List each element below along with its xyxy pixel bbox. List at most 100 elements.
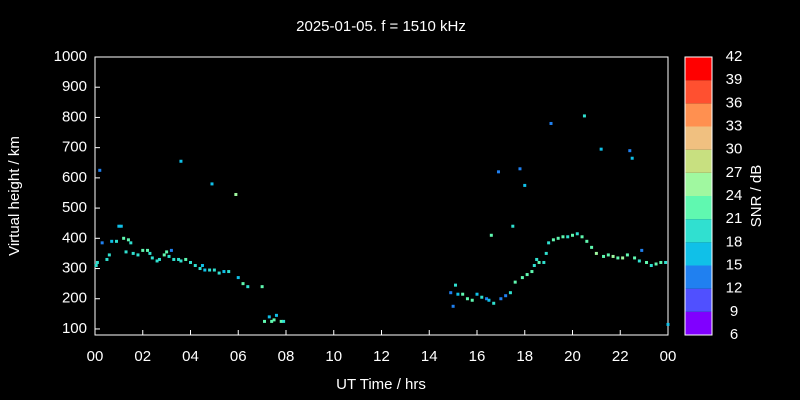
- data-point: [561, 235, 565, 239]
- data-point: [616, 256, 620, 260]
- y-tick-label: 300: [62, 259, 87, 276]
- data-point: [131, 251, 135, 255]
- colorbar-tick-label: 27: [726, 164, 743, 181]
- colorbar-cell: [685, 265, 712, 289]
- colorbar-tick-label: 39: [726, 71, 743, 88]
- data-point: [222, 270, 226, 274]
- data-point: [210, 182, 214, 186]
- data-point: [487, 298, 491, 302]
- data-point: [530, 270, 534, 274]
- data-point: [594, 251, 598, 255]
- y-axis-label: Virtual height / km: [6, 136, 23, 256]
- x-tick-label: 12: [373, 348, 390, 365]
- data-point: [157, 257, 161, 261]
- colorbar-tick-label: 15: [726, 256, 743, 273]
- data-point: [535, 257, 539, 261]
- data-point: [475, 292, 479, 296]
- data-point: [95, 260, 99, 264]
- data-point: [542, 260, 546, 264]
- x-tick-label: 10: [325, 348, 342, 365]
- data-point: [198, 267, 202, 271]
- data-point: [105, 257, 109, 261]
- y-tick-label: 400: [62, 229, 87, 246]
- x-axis-label: UT Time / hrs: [336, 376, 426, 393]
- data-point: [456, 292, 460, 296]
- data-point: [465, 297, 469, 301]
- data-point: [200, 264, 204, 267]
- data-point: [649, 264, 653, 267]
- colorbar-label: SNR / dB: [748, 165, 765, 228]
- data-point: [274, 313, 278, 317]
- data-point: [124, 250, 128, 254]
- data-point: [98, 168, 102, 172]
- data-point: [556, 236, 560, 240]
- data-point: [141, 248, 145, 252]
- data-point: [575, 232, 579, 236]
- data-point: [114, 239, 118, 243]
- colorbar-cell: [685, 196, 712, 220]
- y-tick-label: 100: [62, 320, 87, 337]
- data-point: [666, 322, 670, 326]
- data-point: [470, 298, 474, 302]
- data-point: [633, 256, 637, 260]
- data-point: [640, 248, 644, 252]
- data-point: [212, 268, 216, 272]
- data-point: [566, 235, 570, 239]
- data-point: [146, 248, 150, 252]
- data-point: [654, 262, 658, 266]
- data-point: [203, 268, 207, 272]
- data-point: [547, 241, 551, 245]
- colorbar-cell: [685, 288, 712, 312]
- data-point: [659, 260, 663, 264]
- data-point: [544, 251, 548, 255]
- data-point: [107, 253, 111, 257]
- data-point: [451, 304, 455, 308]
- data-point: [551, 238, 555, 242]
- x-tick-label: 06: [230, 348, 247, 365]
- colorbar-tick-label: 24: [726, 187, 743, 204]
- data-point: [580, 235, 584, 239]
- colorbar-frame: [684, 56, 713, 336]
- data-point: [179, 159, 183, 163]
- data-point: [549, 121, 553, 125]
- colorbar-cell: [685, 172, 712, 196]
- data-point: [270, 319, 274, 323]
- y-tick-label: 500: [62, 199, 87, 216]
- data-point: [449, 291, 453, 295]
- data-point: [637, 259, 641, 263]
- data-point: [179, 259, 183, 263]
- data-point: [100, 241, 104, 245]
- data-point: [169, 248, 173, 252]
- data-point: [189, 260, 192, 264]
- x-tick-label: 16: [469, 348, 486, 365]
- colorbar-cell: [685, 80, 712, 104]
- data-point: [630, 156, 634, 160]
- colorbar-cell: [685, 103, 712, 127]
- colorbar-cell: [685, 57, 712, 81]
- data-point: [513, 280, 517, 284]
- data-point: [525, 273, 529, 277]
- data-point: [263, 319, 267, 323]
- colorbar-cell: [685, 219, 712, 243]
- x-tick-label: 04: [182, 348, 199, 365]
- data-point: [177, 257, 181, 261]
- data-point: [122, 236, 126, 240]
- y-tick-label: 600: [62, 169, 87, 186]
- data-point: [511, 224, 515, 228]
- colorbar-tick-label: 30: [726, 141, 743, 158]
- y-tick-label: 800: [62, 108, 87, 125]
- data-point: [485, 297, 489, 301]
- data-point: [282, 319, 286, 323]
- colorbar-tick-label: 6: [730, 326, 738, 343]
- data-point: [454, 283, 458, 287]
- data-point: [590, 245, 594, 249]
- colorbar-cell: [685, 149, 712, 173]
- data-point: [496, 170, 500, 174]
- x-tick-label: 20: [564, 348, 581, 365]
- data-point: [162, 253, 166, 257]
- data-point: [241, 282, 245, 286]
- data-point: [523, 183, 527, 187]
- data-point: [628, 149, 632, 153]
